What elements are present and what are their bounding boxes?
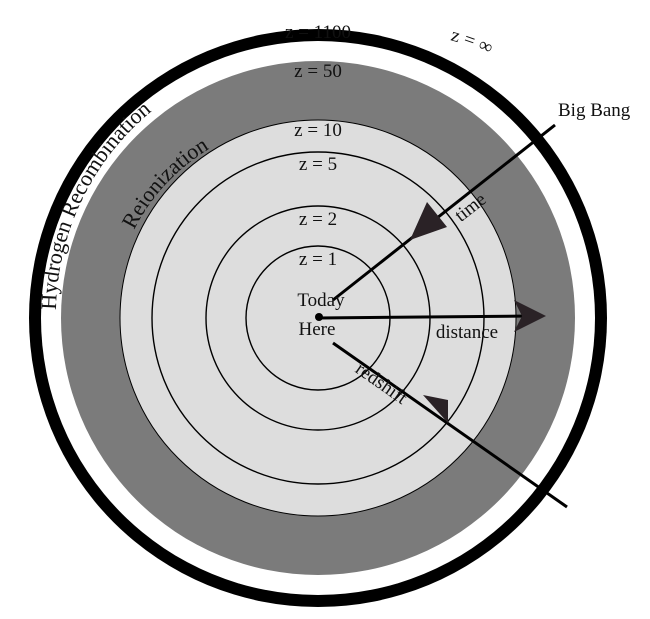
here-today-dot xyxy=(315,313,323,321)
label-big-bang: Big Bang xyxy=(558,100,631,121)
label-distance: distance xyxy=(436,322,498,343)
big-bang-line xyxy=(332,123,556,302)
label-z-1100: z = 1100 xyxy=(285,22,351,43)
distance-line xyxy=(317,314,531,320)
label-z-5: z = 5 xyxy=(299,154,337,175)
label-today: Today xyxy=(297,290,345,311)
label-z-50: z = 50 xyxy=(294,61,342,82)
label-z-2: z = 2 xyxy=(299,209,337,230)
label-here: Here xyxy=(299,319,336,340)
redshift-arrowhead xyxy=(423,395,448,423)
label-z-10: z = 10 xyxy=(294,120,342,141)
ring-z-5 xyxy=(151,151,485,485)
label-z-infinity: z = ∞ xyxy=(449,25,496,59)
redshift-line xyxy=(332,341,568,509)
distance-arrowhead xyxy=(514,300,546,332)
time-arrowhead xyxy=(410,202,447,240)
label-z-1: z = 1 xyxy=(299,249,337,270)
